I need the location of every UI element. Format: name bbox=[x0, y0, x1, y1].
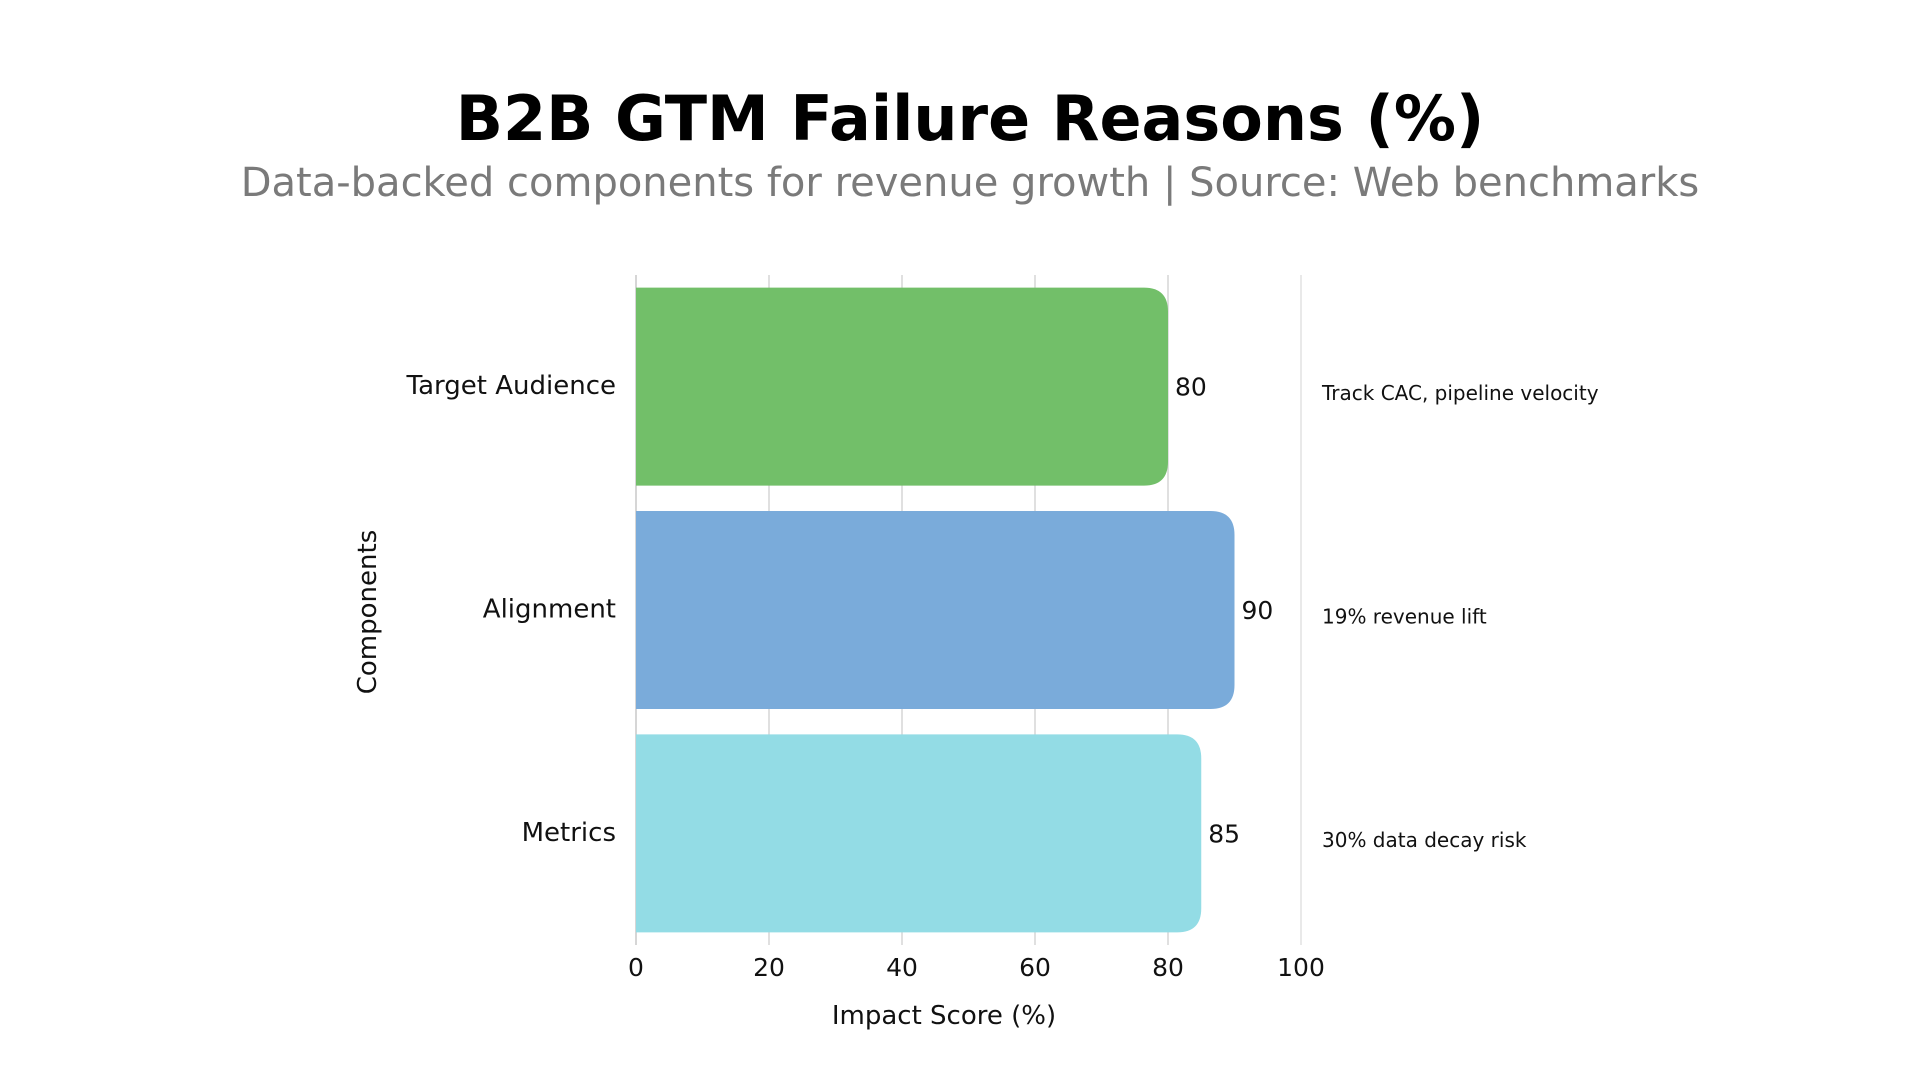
bars bbox=[636, 287, 1235, 933]
category-labels: Target Audience Alignment Metrics bbox=[406, 371, 616, 848]
annotations: Track CAC, pipeline velocity 19% revenue … bbox=[1321, 381, 1599, 852]
chart-title: B2B GTM Failure Reasons (%) bbox=[456, 82, 1485, 155]
x-axis-ticks: 0 20 40 60 80 100 bbox=[628, 953, 1325, 982]
category-label-metrics: Metrics bbox=[522, 818, 616, 848]
bar-alignment bbox=[636, 511, 1235, 709]
value-label-alignment: 90 bbox=[1242, 596, 1274, 625]
category-label-alignment: Alignment bbox=[483, 595, 616, 625]
bar-target-audience bbox=[636, 287, 1168, 486]
x-tick-label-60: 60 bbox=[1019, 953, 1051, 982]
category-label-target-audience: Target Audience bbox=[406, 371, 616, 401]
bar-metrics bbox=[636, 734, 1202, 933]
value-labels: 80 90 85 bbox=[1175, 373, 1273, 849]
x-axis-label: Impact Score (%) bbox=[832, 1001, 1056, 1031]
annotation-metrics: 30% data decay risk bbox=[1322, 828, 1527, 852]
y-axis-label: Components bbox=[353, 530, 383, 695]
x-tick-label-80: 80 bbox=[1152, 953, 1184, 982]
chart-subtitle: Data-backed components for revenue growt… bbox=[241, 160, 1700, 206]
value-label-metrics: 85 bbox=[1208, 819, 1240, 848]
x-tick-label-100: 100 bbox=[1277, 953, 1325, 982]
x-tick-label-20: 20 bbox=[753, 953, 785, 982]
annotation-alignment: 19% revenue lift bbox=[1322, 605, 1487, 629]
x-tick-label-0: 0 bbox=[628, 953, 644, 982]
value-label-target-audience: 80 bbox=[1175, 373, 1207, 402]
chart-header: B2B GTM Failure Reasons (%) Data-backed … bbox=[241, 82, 1700, 206]
x-tick-label-40: 40 bbox=[886, 953, 918, 982]
annotation-target-audience: Track CAC, pipeline velocity bbox=[1321, 381, 1599, 405]
